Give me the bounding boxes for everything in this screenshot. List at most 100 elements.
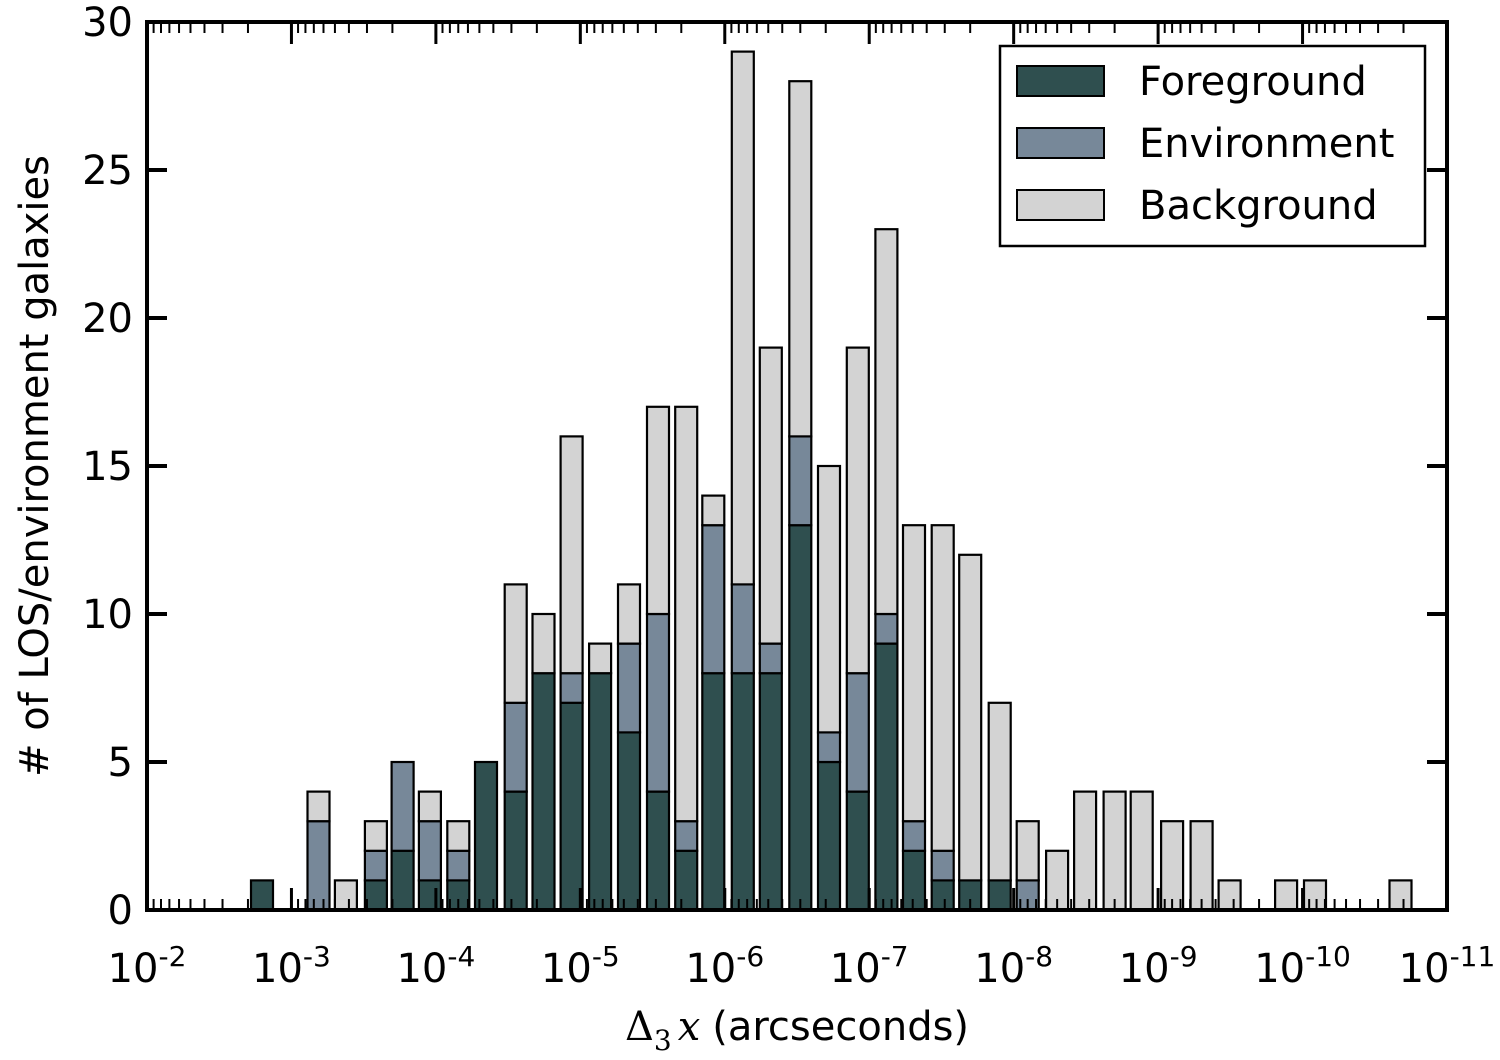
bar-foreground-15: [701, 672, 726, 912]
bar-environment-14: [674, 820, 699, 852]
bar-background-33: [1217, 879, 1242, 912]
bar-foreground-7: [473, 760, 499, 912]
x-tick-label: 10-4: [396, 940, 475, 992]
bar-background-8: [503, 583, 528, 704]
legend-swatch-background: [1016, 189, 1105, 221]
bar-environment-16: [730, 583, 755, 675]
y-tick-label: 20: [82, 296, 133, 342]
x-tick-label: 10-3: [252, 940, 331, 992]
bar-background-18: [788, 80, 813, 438]
bar-background-16: [730, 50, 755, 586]
bar-background-24: [958, 553, 983, 882]
bar-background-6: [446, 820, 471, 852]
bar-background-36: [1388, 879, 1413, 912]
x-tick-label: 10-9: [1119, 940, 1198, 992]
bar-environment-18: [788, 435, 813, 527]
bar-environment-10: [559, 672, 584, 704]
bar-foreground-12: [616, 731, 642, 912]
x-axis-label-variable: x: [678, 1004, 701, 1050]
bar-background-10: [559, 435, 584, 675]
bar-foreground-5: [417, 879, 442, 912]
bar-background-23: [930, 524, 955, 852]
bar-environment-6: [446, 849, 471, 882]
bar-foreground-20: [845, 790, 870, 912]
bar-background-20: [845, 346, 870, 675]
y-tick-label: 0: [108, 888, 133, 934]
y-tick-label: 15: [82, 444, 133, 490]
bar-environment-22: [901, 820, 927, 852]
bar-environment-13: [645, 612, 671, 793]
bar-background-3: [363, 820, 388, 852]
y-axis-label: # of LOS/environment galaxies: [12, 155, 58, 777]
y-tick-label: 10: [82, 592, 133, 638]
bar-background-35: [1302, 879, 1328, 912]
bar-background-15: [701, 494, 726, 527]
bar-foreground-17: [758, 672, 783, 912]
bar-foreground-16: [730, 672, 755, 912]
bar-background-11: [587, 642, 613, 675]
legend-swatch-foreground: [1016, 65, 1105, 97]
x-tick-label: 10-8: [974, 940, 1053, 992]
bar-foreground-18: [788, 524, 813, 912]
bar-background-32: [1189, 820, 1214, 912]
bar-background-26: [1015, 820, 1040, 882]
bar-background-14: [674, 405, 699, 823]
bar-environment-21: [874, 612, 899, 645]
bar-environment-1: [306, 820, 331, 912]
bar-environment-19: [816, 731, 842, 764]
x-axis-label-unit: (arcseconds): [712, 1004, 969, 1050]
bar-foreground-9: [531, 672, 556, 912]
x-axis-label-delta: Δ: [625, 1004, 654, 1050]
x-tick-label: 10-5: [541, 940, 620, 992]
bar-foreground-14: [674, 849, 699, 912]
bar-background-17: [758, 346, 783, 645]
tick-group: [145, 20, 1449, 912]
bar-foreground-8: [503, 790, 528, 912]
x-tick-label: 10-2: [108, 940, 187, 992]
bar-background-34: [1273, 879, 1299, 912]
legend: Foreground Environment Background: [998, 44, 1427, 248]
bar-environment-20: [845, 672, 870, 793]
x-tick-label: 10-11: [1399, 940, 1496, 992]
bar-foreground-19: [816, 760, 842, 912]
bar-foreground-0: [249, 879, 275, 912]
bar-environment-4: [390, 760, 415, 852]
bar-background-1: [306, 790, 331, 823]
x-tick-label: 10-10: [1254, 940, 1351, 992]
bar-environment-17: [758, 642, 783, 675]
bar-foreground-22: [901, 849, 927, 912]
bar-background-29: [1102, 790, 1127, 912]
bar-foreground-23: [930, 879, 955, 912]
legend-label-background: Background: [1139, 183, 1378, 229]
y-tick-label: 25: [82, 148, 133, 194]
bar-background-12: [616, 583, 642, 645]
x-axis-label-subscript: 3: [654, 1024, 672, 1057]
bar-foreground-10: [559, 701, 584, 912]
bar-background-9: [531, 612, 556, 675]
bar-group: [249, 50, 1413, 912]
legend-swatch-environment: [1016, 127, 1105, 159]
bar-background-31: [1159, 820, 1185, 912]
legend-label-foreground: Foreground: [1139, 59, 1367, 105]
bar-foreground-11: [587, 672, 613, 912]
bar-background-2: [333, 879, 358, 912]
x-axis-label: Δ3 x (arcseconds): [625, 1004, 969, 1057]
bar-environment-23: [930, 849, 955, 882]
bar-background-13: [645, 405, 671, 616]
bar-background-21: [874, 228, 899, 616]
bar-background-28: [1072, 790, 1098, 912]
bar-background-30: [1129, 790, 1154, 912]
bar-background-19: [816, 464, 842, 734]
bar-foreground-4: [390, 849, 415, 912]
bar-background-22: [901, 524, 927, 823]
bar-environment-15: [701, 524, 726, 675]
bar-foreground-25: [987, 879, 1012, 912]
legend-label-environment: Environment: [1139, 121, 1394, 167]
bar-foreground-13: [645, 790, 671, 912]
x-tick-label: 10-6: [685, 940, 764, 992]
bar-environment-3: [363, 849, 388, 882]
bar-foreground-21: [874, 642, 899, 912]
bar-environment-12: [616, 642, 642, 734]
tick-label-group: 0 5 10 15 20 25 30 10-2 10-3 10-4 10-5 10-6 10-7 10-8…: [82, 0, 1495, 992]
x-tick-label: 10-7: [830, 940, 909, 992]
